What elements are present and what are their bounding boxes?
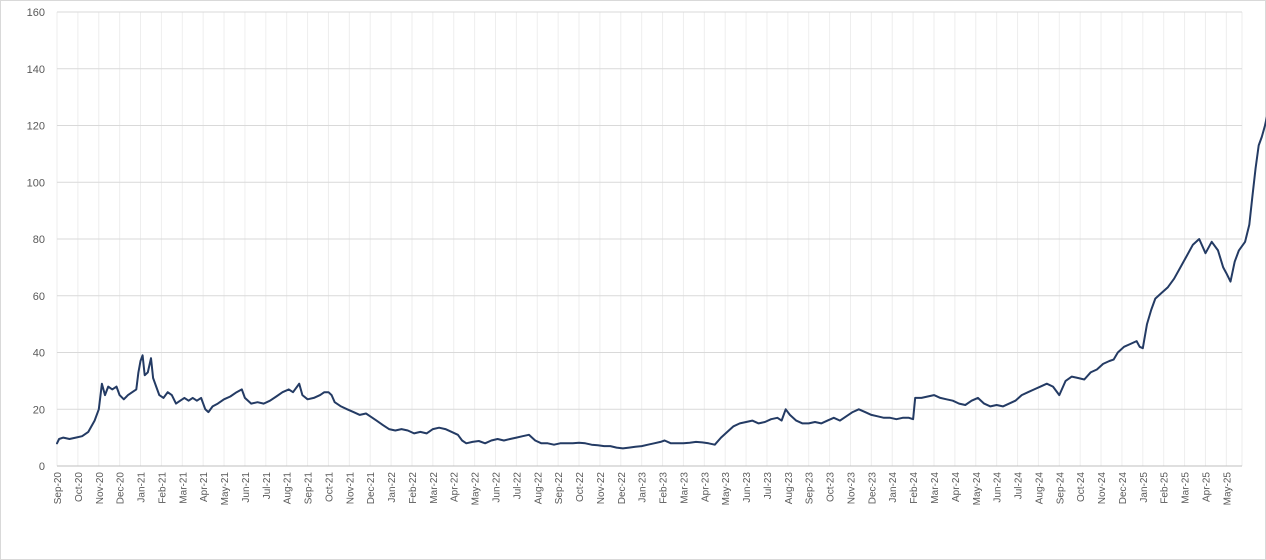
x-tick-label: Aug-23 (784, 472, 795, 505)
y-tick-label: 140 (27, 64, 45, 76)
x-tick-label: Oct-20 (74, 472, 85, 502)
x-tick-label: Aug-21 (283, 472, 294, 505)
x-tick-label: Jan-25 (1139, 472, 1150, 503)
x-tick-label: Jun-21 (241, 472, 252, 503)
x-tick-label: Dec-21 (366, 472, 377, 505)
series-line (56, 116, 1266, 450)
grid-layer (56, 11, 1243, 467)
x-tick-label: Dec-22 (617, 472, 628, 505)
y-tick-label: 80 (33, 234, 45, 246)
x-tick-label: Jul-24 (1014, 472, 1025, 500)
y-tick-label: 100 (27, 177, 45, 189)
x-tick-label: Mar-24 (930, 472, 941, 504)
x-tick-label: Feb-24 (909, 472, 920, 504)
x-tick-label: Oct-24 (1076, 472, 1087, 502)
y-tick-label: 0 (39, 461, 45, 473)
x-tick-label: Jun-24 (993, 472, 1004, 503)
x-tick-label: May-24 (972, 472, 983, 506)
x-tick-label: Feb-22 (408, 472, 419, 504)
x-tick-label: Mar-23 (679, 472, 690, 504)
x-tick-label: Apr-23 (700, 472, 711, 502)
x-tick-label: Apr-21 (199, 472, 210, 502)
x-tick-label: Mar-25 (1181, 472, 1192, 504)
x-tick-label: Sep-22 (554, 472, 565, 505)
x-tick-label: Sep-21 (304, 472, 315, 505)
x-tick-label: Mar-22 (429, 472, 440, 504)
x-tick-label: Jun-23 (742, 472, 753, 503)
x-tick-label: Dec-20 (116, 472, 127, 505)
x-tick-label: Oct-22 (575, 472, 586, 502)
y-tick-label: 20 (33, 404, 45, 416)
y-axis-ticks: 0 20 40 60 80 100 120 140 160 (27, 7, 45, 473)
x-tick-label: Apr-24 (951, 472, 962, 502)
x-tick-label: Oct-23 (826, 472, 837, 502)
x-tick-label: Nov-22 (596, 472, 607, 505)
x-axis-ticks: Sep-20 Oct-20 Nov-20 Dec-20 Jan-21 Feb-21 Mar-… (53, 472, 1233, 506)
x-tick-label: May-21 (220, 472, 231, 506)
y-tick-label: 160 (27, 7, 45, 19)
x-tick-label: Mar-21 (178, 472, 189, 504)
x-tick-label: Nov-21 (345, 472, 356, 505)
x-tick-label: Oct-21 (324, 472, 335, 502)
x-tick-label: Feb-23 (659, 472, 670, 504)
y-tick-label: 60 (33, 291, 45, 303)
series-layer (56, 116, 1266, 450)
x-tick-label: Sep-23 (805, 472, 816, 505)
x-tick-label: Jun-22 (492, 472, 503, 503)
x-tick-label: Sep-24 (1055, 472, 1066, 505)
x-tick-label: Jul-21 (262, 472, 273, 500)
x-tick-label: May-23 (721, 472, 732, 506)
x-tick-label: May-25 (1222, 472, 1233, 506)
x-tick-label: Sep-20 (53, 472, 64, 505)
y-tick-label: 120 (27, 121, 45, 133)
x-tick-label: Aug-24 (1034, 472, 1045, 505)
x-tick-label: Jan-23 (638, 472, 649, 503)
x-tick-label: Jul-23 (763, 472, 774, 500)
x-tick-label: Feb-21 (157, 472, 168, 504)
x-tick-label: Nov-23 (846, 472, 857, 505)
x-tick-label: Jan-21 (137, 472, 148, 503)
x-tick-label: Jan-22 (387, 472, 398, 503)
y-tick-label: 40 (33, 348, 45, 360)
x-tick-label: Apr-25 (1201, 472, 1212, 502)
x-tick-label: Dec-24 (1118, 472, 1129, 505)
x-tick-label: Dec-23 (867, 472, 878, 505)
x-tick-label: Aug-22 (533, 472, 544, 505)
x-tick-label: Jan-24 (888, 472, 899, 503)
x-tick-label: Feb-25 (1160, 472, 1171, 504)
x-tick-label: Nov-24 (1097, 472, 1108, 505)
x-tick-label: Nov-20 (95, 472, 106, 505)
x-tick-label: Apr-22 (450, 472, 461, 502)
x-tick-label: May-22 (471, 472, 482, 506)
x-tick-label: Jul-22 (512, 472, 523, 500)
